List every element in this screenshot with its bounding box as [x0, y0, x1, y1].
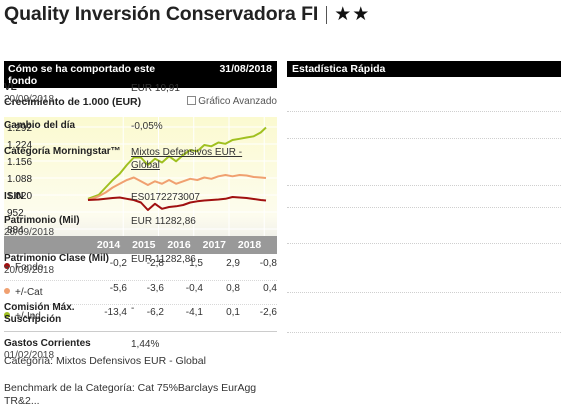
ind-series-line	[87, 126, 267, 200]
stat-date: 20/09/2018	[4, 265, 55, 276]
x-tick-label: 2017	[203, 239, 227, 251]
x-tick-label: 2016	[167, 239, 191, 251]
stat-value: -	[131, 303, 135, 314]
stat-label: Gastos Corrientes 01/02/2018	[4, 338, 91, 361]
y-tick-label: 1.088	[7, 174, 32, 185]
stat-label: Comisión Máx. Suscripción	[4, 302, 75, 325]
divider	[287, 207, 561, 208]
fund-name: Quality Inversión Conservadora FI	[4, 3, 319, 25]
chart-icon	[187, 96, 197, 105]
stat-label: Categoría Morningstar™	[4, 146, 121, 157]
stat-label: Cambio del día	[4, 120, 76, 131]
cat-series-line	[87, 174, 267, 201]
legend-cat: +/-Cat	[4, 287, 43, 298]
star-rating: ★★	[334, 4, 371, 25]
stat-date: 20/09/2018	[4, 227, 55, 238]
y-tick-label: 1.020	[7, 191, 32, 202]
growth-chart: 1.292 1.224 1.156 1.088 1.020 952 884 2014 2015…	[4, 117, 277, 254]
divider	[287, 243, 561, 244]
stat-date: 20/09/2018	[4, 94, 55, 105]
perf-value: -5,6	[109, 283, 127, 294]
growth-label: Crecimiento de 1.000 (EUR)	[4, 96, 142, 108]
y-tick-label: 1.292	[7, 123, 32, 134]
perf-value: 2,9	[226, 258, 240, 269]
y-tick-label: 1.156	[7, 157, 32, 168]
category-link[interactable]: Mixtos Defensivos EUR - Global	[131, 147, 243, 171]
perf-value: -6,2	[146, 307, 164, 318]
title-separator	[326, 5, 328, 24]
perf-row-cat: +/-Cat -5,6 -3,6 -0,4 0,8 0,4	[4, 280, 277, 304]
fund-title: Quality Inversión Conservadora FI ★★	[4, 3, 370, 27]
legend-ind: +/-Ind	[4, 311, 41, 322]
x-tick-label: 2015	[132, 239, 156, 251]
performance-panel-title: Cómo se ha comportado este fondo	[8, 63, 156, 87]
divider	[287, 292, 561, 293]
perf-row-ind: +/-Ind -13,4 -6,2 -4,1 0,1 -2,6	[4, 304, 277, 328]
stat-value: EUR 11282,86	[131, 254, 196, 265]
benchmark-note: Benchmark de la Categoría: Cat 75%Barcla…	[4, 382, 257, 407]
stat-value: EUR 11282,86	[131, 216, 196, 227]
perf-value: 0,8	[226, 283, 240, 294]
perf-row-fondo: Fondo -0,2 -2,8 1,5 2,9 -0,8	[4, 256, 277, 280]
y-tick-label: 884	[7, 225, 24, 236]
perf-value: 0,1	[226, 307, 240, 318]
cat-dot-icon	[4, 288, 10, 294]
stat-label: Patrimonio Clase (Mil) 20/09/2018	[4, 253, 114, 277]
perf-value: -2,8	[146, 258, 164, 269]
advanced-chart-label: Gráfico Avanzado	[198, 96, 277, 107]
category-note: Categoría: Mixtos Defensivos EUR - Globa…	[4, 355, 206, 367]
perf-value: -0,8	[259, 258, 277, 269]
fondo-dot-icon	[4, 263, 10, 269]
ind-dot-icon	[4, 312, 10, 318]
x-tick-label: 2018	[238, 239, 262, 251]
legend-fondo: Fondo	[4, 262, 43, 273]
stat-label: ISIN	[4, 191, 24, 202]
stat-value: -0,05%	[131, 121, 163, 132]
divider	[287, 332, 561, 333]
perf-value: -2,6	[259, 307, 277, 318]
performance-panel-header: Cómo se ha comportado este fondo 31/08/2…	[4, 61, 277, 88]
stat-value: 1,44%	[131, 339, 160, 350]
advanced-chart-link[interactable]: Gráfico Avanzado	[187, 96, 277, 107]
legend-label: Fondo	[15, 262, 44, 273]
performance-table: Fondo -0,2 -2,8 1,5 2,9 -0,8 +/-Cat -5,6…	[4, 256, 277, 328]
x-tick-label: 2014	[97, 239, 121, 251]
fondo-series-line	[87, 196, 267, 211]
legend-label: +/-Cat	[15, 287, 43, 298]
perf-value: -3,6	[146, 283, 164, 294]
perf-value: 0,4	[263, 283, 277, 294]
y-tick-label: 1.224	[7, 140, 32, 151]
divider	[287, 138, 561, 139]
stat-value: ES0172273007	[131, 192, 200, 203]
perf-value: 1,5	[189, 258, 203, 269]
stat-label: Patrimonio (Mil) 20/09/2018	[4, 215, 80, 238]
perf-divider	[4, 331, 277, 332]
x-axis-band	[4, 236, 277, 254]
y-tick-label: 952	[7, 208, 24, 219]
divider	[287, 111, 561, 112]
stat-value: EUR 10,91	[131, 83, 180, 94]
stat-date: 01/02/2018	[4, 350, 55, 361]
perf-value: -0,4	[185, 283, 203, 294]
stat-label: VL 20/09/2018	[4, 82, 55, 105]
perf-value: -13,4	[104, 307, 127, 318]
perf-value: -0,2	[109, 258, 127, 269]
perf-value: -4,1	[185, 307, 203, 318]
quick-stats-header: Estadística Rápida	[287, 61, 561, 77]
legend-label: +/-Ind	[15, 311, 41, 322]
divider	[287, 185, 561, 186]
performance-date: 31/08/2018	[219, 63, 272, 75]
